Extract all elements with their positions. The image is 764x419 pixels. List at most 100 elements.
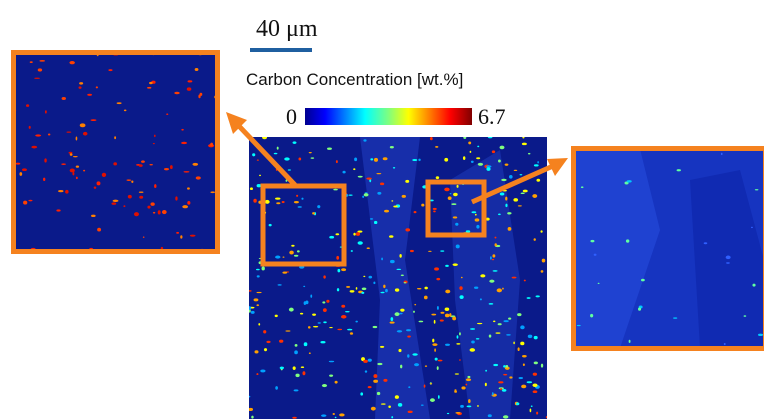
speck (533, 373, 537, 376)
speck (149, 82, 153, 84)
speck (485, 370, 487, 372)
speck (358, 176, 363, 178)
speck (468, 141, 471, 144)
speck (493, 270, 498, 272)
speck (150, 202, 154, 206)
speck (166, 113, 168, 114)
speck (377, 392, 380, 395)
speck (285, 330, 290, 331)
speck (45, 110, 47, 113)
speck (337, 329, 342, 330)
speck (445, 344, 450, 346)
speck (43, 178, 45, 181)
speck (342, 171, 345, 174)
speck (449, 313, 451, 317)
speck (356, 232, 360, 236)
speck (350, 290, 355, 292)
speck (87, 94, 92, 96)
speck (541, 270, 544, 273)
speck (288, 169, 291, 170)
speck (300, 313, 303, 315)
speck (391, 416, 393, 418)
speck (102, 173, 106, 177)
speck (440, 319, 444, 321)
speck (743, 315, 746, 317)
speck (534, 164, 539, 166)
speck (66, 131, 71, 132)
speck (318, 322, 321, 323)
speck (276, 202, 280, 204)
speck (143, 237, 145, 238)
speck (313, 326, 318, 328)
speck (503, 374, 507, 376)
speck (248, 396, 251, 398)
speck (22, 168, 27, 171)
speck (513, 198, 518, 201)
speck (351, 250, 353, 252)
speck (400, 365, 402, 369)
speck (248, 408, 253, 411)
speck (673, 317, 677, 318)
speck (508, 227, 512, 231)
speck (724, 343, 726, 345)
speck (460, 405, 464, 408)
speck (353, 168, 355, 170)
speck (502, 288, 504, 290)
speck (468, 399, 471, 403)
speck (76, 136, 78, 140)
speck (83, 132, 87, 136)
speck (361, 292, 364, 294)
speck (381, 258, 383, 261)
scale-bar (250, 48, 312, 52)
speck (488, 136, 493, 138)
speck (190, 235, 196, 237)
speck (380, 292, 384, 293)
speck (327, 148, 332, 150)
speck (489, 303, 494, 305)
speck (534, 361, 538, 364)
speck (421, 405, 424, 406)
speck (424, 296, 428, 300)
speck (329, 361, 334, 362)
speck (509, 175, 513, 179)
speck (97, 228, 101, 232)
speck (530, 408, 532, 412)
speck (498, 214, 501, 216)
speck (500, 146, 505, 150)
speck (490, 256, 492, 260)
speck (532, 194, 537, 198)
speck (412, 353, 417, 356)
speck (629, 340, 631, 343)
speck (397, 330, 402, 332)
speck (532, 383, 537, 386)
speck (329, 374, 333, 376)
speck (358, 241, 363, 244)
speck (413, 311, 415, 313)
speck (255, 350, 259, 353)
speck (505, 204, 507, 208)
speck (311, 157, 315, 158)
speck (347, 329, 352, 331)
speck (408, 411, 413, 413)
speck (590, 240, 594, 242)
speck (373, 282, 375, 285)
speck (259, 175, 261, 177)
speck (149, 164, 152, 165)
left-zoom (13, 51, 219, 251)
speck (518, 347, 520, 351)
speck (210, 143, 213, 147)
speck (35, 134, 41, 136)
speck (590, 314, 593, 318)
speck (463, 136, 466, 139)
right-zoom (574, 149, 764, 348)
speck (72, 172, 74, 176)
speck (433, 210, 436, 212)
speck (373, 374, 377, 378)
speck (380, 183, 384, 186)
speck (456, 343, 460, 344)
speck (399, 313, 402, 315)
speck (419, 321, 424, 323)
speck (254, 298, 259, 301)
speck (210, 191, 215, 193)
speck (176, 232, 179, 234)
